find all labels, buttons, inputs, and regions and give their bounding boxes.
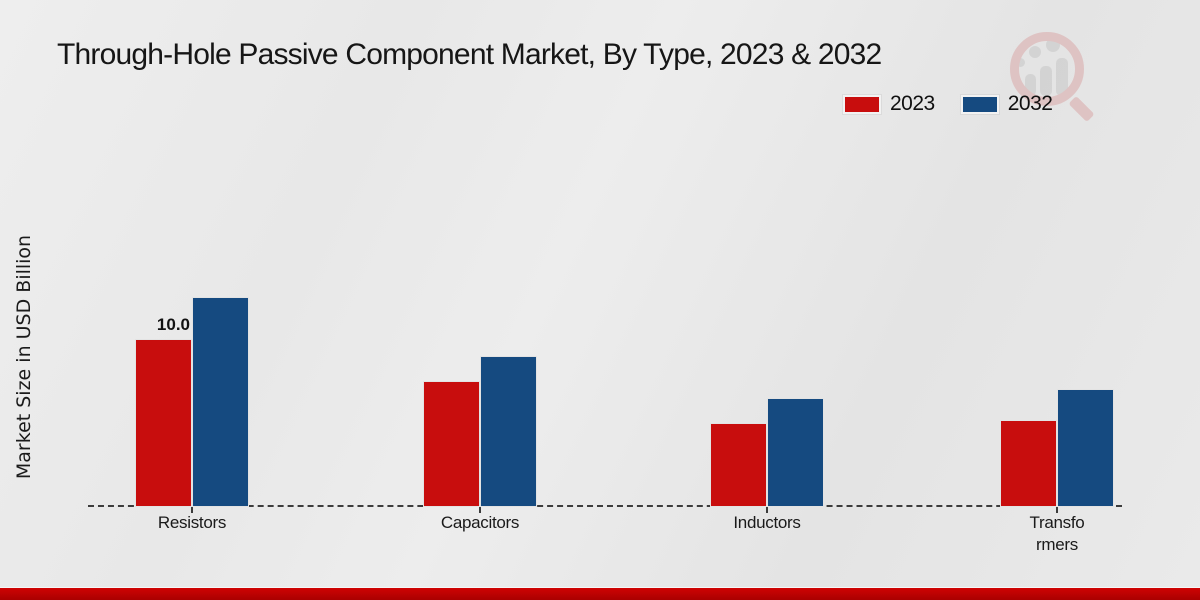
legend-label-2032: 2032 (1007, 92, 1053, 115)
bar-2023-inductors (710, 423, 767, 507)
bar-2032-transformers (1057, 389, 1114, 507)
bar-2023-capacitors (423, 381, 480, 507)
category-label-transformers: Transfo (1029, 513, 1085, 532)
legend-swatch-2032 (960, 94, 999, 114)
bottom-accent-bar (0, 587, 1200, 600)
logo-ring-icon (1010, 32, 1084, 106)
axis-tick (1056, 507, 1058, 513)
axis-tick (479, 507, 481, 513)
bar-2023-resistors (135, 339, 192, 507)
category-label-resistors: Resistors (157, 513, 227, 532)
axis-tick (766, 507, 768, 513)
page-title: Through-Hole Passive Component Market, B… (57, 38, 882, 71)
category-label-transformers: rmers (1036, 535, 1078, 554)
bar-2032-capacitors (480, 355, 537, 507)
legend: 2023 2032 (843, 92, 1053, 116)
magnifier-chart-logo-icon (1002, 30, 1102, 123)
bar-value-label: 10.0 (156, 315, 190, 334)
category-label-capacitors: Capacitors (440, 513, 520, 532)
axis-tick (191, 507, 193, 513)
bar-2023-transformers (1000, 419, 1057, 507)
bar-2032-resistors (192, 297, 249, 507)
legend-item-2023: 2023 (843, 92, 935, 116)
legend-label-2023: 2023 (890, 92, 935, 115)
category-label-inductors: Inductors (733, 513, 801, 532)
bar-2032-inductors (767, 397, 824, 507)
x-axis-baseline (88, 505, 1122, 507)
legend-swatch-2023 (843, 94, 881, 114)
legend-item-2032: 2032 (960, 92, 1053, 116)
